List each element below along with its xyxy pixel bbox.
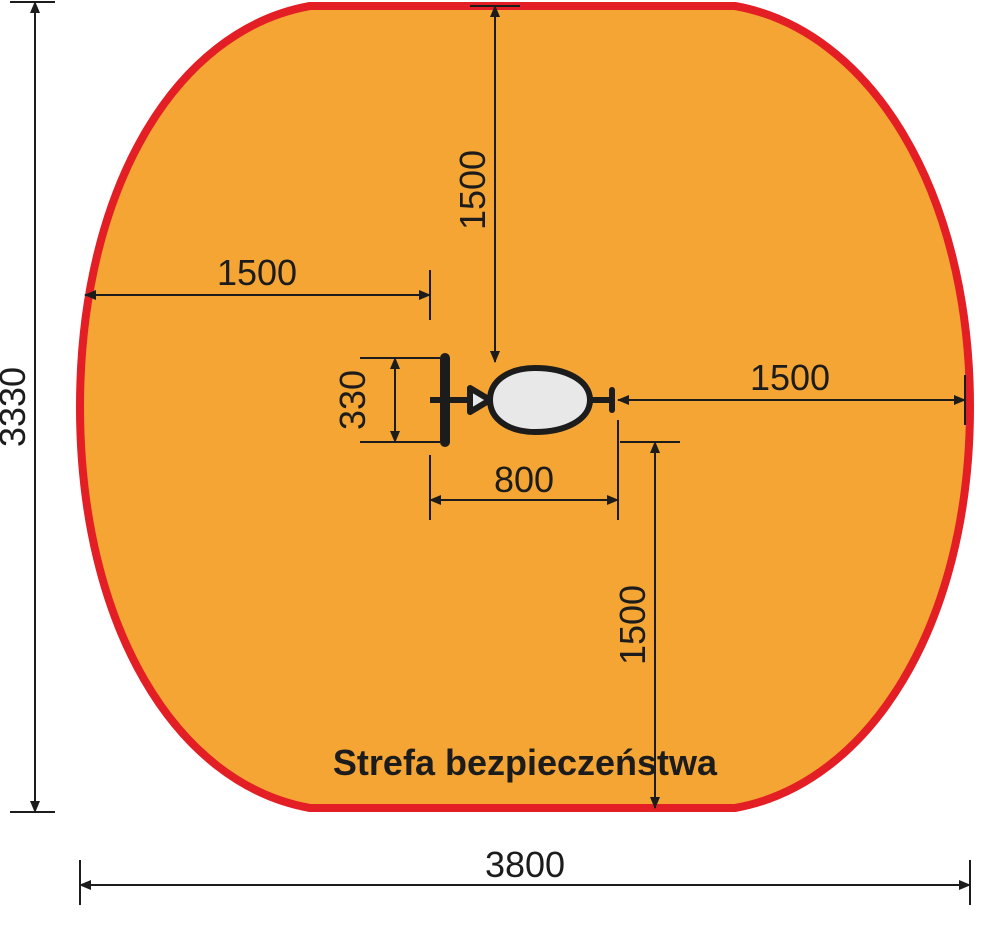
dim-overall-height-value: 3330 bbox=[0, 367, 33, 447]
safety-zone-diagram: Strefa bezpieczeństwa 3330 3800 1500 150… bbox=[0, 0, 983, 926]
dim-800-value: 800 bbox=[494, 459, 554, 500]
dim-bottom-value: 1500 bbox=[612, 585, 653, 665]
dim-left-value: 1500 bbox=[217, 252, 297, 293]
dim-top-value: 1500 bbox=[452, 150, 493, 230]
dim-overall-height: 3330 bbox=[0, 2, 55, 812]
dim-overall-width-value: 3800 bbox=[485, 844, 565, 885]
zone-label: Strefa bezpieczeństwa bbox=[333, 742, 718, 783]
dim-overall-width: 3800 bbox=[80, 844, 970, 905]
dim-right-value: 1500 bbox=[750, 357, 830, 398]
dim-330-value: 330 bbox=[332, 370, 373, 430]
